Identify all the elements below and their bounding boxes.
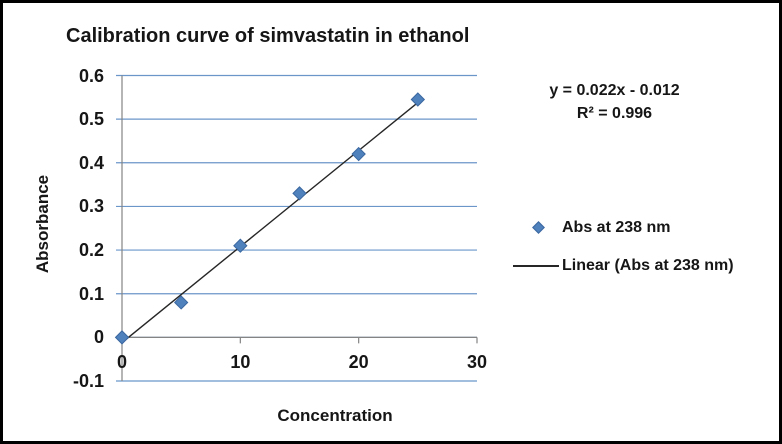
trendline-equation-text: y = 0.022x - 0.012: [549, 82, 680, 99]
data-point-marker: [233, 238, 248, 253]
y-tick-label: -0.1: [72, 371, 104, 391]
data-point-marker: [292, 186, 307, 201]
x-tick-label: 20: [348, 352, 369, 372]
y-tick-label: 0: [93, 327, 104, 348]
y-tick-label: 0.5: [78, 109, 104, 130]
data-point-marker: [173, 295, 189, 310]
x-tick-label: 0: [116, 352, 127, 372]
x-axis-title: Concentration: [277, 406, 393, 425]
legend-trendline-icon: [513, 265, 559, 267]
legend-item-series: Abs at 238 nm: [562, 219, 671, 236]
y-tick-label: 0.4: [78, 152, 104, 173]
data-point-marker: [114, 330, 130, 345]
legend-item-trendline: Linear (Abs at 238 nm): [562, 257, 734, 274]
chart-title: Calibration curve of simvastatin in etha…: [66, 25, 470, 47]
y-tick-label: 0.3: [78, 196, 104, 217]
r-squared-text: R² = 0.996: [576, 105, 653, 122]
x-tick-label: 10: [230, 352, 251, 372]
y-tick-label: 0.6: [78, 65, 104, 86]
trendline-annotation: y = 0.022x - 0.012 R² = 0.996: [512, 79, 717, 125]
data-point-marker: [351, 146, 366, 162]
x-tick-label: 30: [466, 352, 488, 372]
data-point-marker: [410, 92, 426, 107]
trendline: [121, 102, 419, 344]
y-tick-label: 0.2: [78, 240, 104, 261]
y-tick-label: 0.1: [78, 283, 104, 304]
